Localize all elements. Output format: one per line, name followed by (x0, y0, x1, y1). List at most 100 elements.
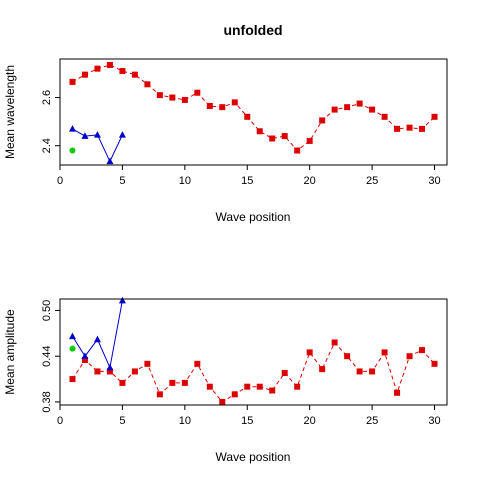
plot-frame-amplitude (59, 298, 448, 406)
data-point-red-wavelength (81, 71, 88, 78)
data-point-red-amplitude (431, 360, 438, 367)
x-axis-label-amplitude: Wave position (216, 450, 291, 464)
data-point-red-amplitude (306, 349, 313, 356)
x-tick-label-wavelength: 5 (119, 175, 125, 187)
series-line-red-amplitude (72, 341, 435, 403)
x-ticks-amplitude: 0 5 10 15 20 25 30 (57, 405, 441, 427)
data-point-red-wavelength (231, 99, 238, 106)
data-point-red-wavelength (169, 94, 176, 101)
y-tick-label-wavelength: 2.6 (41, 90, 53, 105)
data-point-blue-wavelength (118, 131, 126, 138)
data-point-red-amplitude (406, 353, 413, 360)
x-ticks-wavelength: 0 5 10 15 20 25 30 (57, 165, 441, 187)
data-point-green-amplitude (69, 345, 76, 352)
data-point-red-amplitude (419, 347, 426, 354)
data-point-red-wavelength (319, 117, 326, 124)
x-tick-label-amplitude: 0 (57, 415, 63, 427)
data-point-red-wavelength (344, 104, 351, 111)
y-tick-label-amplitude: 0.44 (41, 345, 53, 366)
data-point-green-wavelength (69, 147, 76, 154)
x-tick-label-wavelength: 30 (428, 175, 440, 187)
data-point-blue-amplitude (81, 352, 89, 359)
data-point-red-wavelength (369, 106, 376, 113)
data-point-red-wavelength (406, 124, 413, 131)
data-point-red-wavelength (119, 68, 126, 75)
data-point-red-wavelength (269, 135, 276, 142)
data-point-blue-wavelength (106, 157, 114, 165)
data-point-red-wavelength (144, 81, 151, 88)
data-point-red-amplitude (331, 339, 338, 346)
data-point-red-wavelength (294, 147, 301, 154)
y-tick-label-wavelength: 2.4 (41, 138, 53, 153)
y-axis-label-amplitude: Mean amplitude (3, 309, 17, 395)
x-axis-label-wavelength: Wave position (216, 210, 291, 224)
plot-frame-wavelength (59, 58, 448, 166)
data-point-blue-wavelength (93, 131, 101, 138)
x-tick-label-amplitude: 5 (119, 415, 125, 427)
data-point-red-wavelength (306, 137, 313, 144)
data-point-red-wavelength (106, 62, 113, 69)
data-point-red-wavelength (419, 125, 426, 132)
data-point-red-wavelength (181, 96, 188, 103)
data-point-blue-amplitude (106, 363, 114, 371)
data-point-red-wavelength (194, 89, 201, 96)
data-point-red-amplitude (156, 391, 163, 398)
data-point-red-wavelength (69, 78, 76, 85)
chart-title: unfolded (223, 22, 282, 38)
data-point-red-wavelength (281, 133, 288, 140)
x-tick-label-wavelength: 0 (57, 175, 63, 187)
data-point-red-amplitude (381, 349, 388, 356)
data-point-blue-wavelength (68, 125, 76, 132)
y-tick-label-amplitude: 0.50 (41, 300, 53, 321)
data-point-red-wavelength (356, 100, 363, 107)
data-point-red-amplitude (269, 387, 276, 394)
data-point-red-wavelength (381, 113, 388, 120)
data-point-red-amplitude (394, 389, 401, 396)
data-point-red-wavelength (394, 125, 401, 132)
data-point-red-amplitude (181, 379, 188, 386)
panel-amplitude: Wave position Mean amplitude 0 5 10 15 20 25 3… (3, 296, 448, 464)
y-tick-label-amplitude: 0.38 (41, 391, 53, 412)
data-point-red-amplitude (294, 383, 301, 390)
data-point-red-amplitude (281, 369, 288, 376)
data-point-red-amplitude (106, 368, 113, 375)
x-tick-label-wavelength: 25 (366, 175, 378, 187)
data-point-blue-amplitude (118, 296, 126, 304)
x-tick-label-amplitude: 15 (241, 415, 253, 427)
data-point-red-amplitude (369, 368, 376, 375)
x-tick-label-amplitude: 25 (366, 415, 378, 427)
panel-wavelength: unfolded Wave position Mean wavelength 0… (3, 22, 448, 224)
series-amplitude (68, 296, 438, 405)
y-axis-label-wavelength: Mean wavelength (3, 65, 17, 159)
data-point-red-amplitude (144, 360, 151, 367)
data-point-red-amplitude (194, 360, 201, 367)
data-point-red-wavelength (244, 113, 251, 120)
data-point-red-amplitude (231, 391, 238, 398)
data-point-red-amplitude (244, 383, 251, 390)
data-point-red-wavelength (131, 71, 138, 78)
data-point-red-amplitude (319, 366, 326, 373)
data-point-red-amplitude (356, 368, 363, 375)
data-point-blue-wavelength (81, 132, 89, 139)
data-point-red-amplitude (119, 379, 126, 386)
data-point-red-amplitude (69, 376, 76, 383)
y-ticks-wavelength: 2.4 2.6 (41, 90, 60, 153)
x-tick-label-wavelength: 20 (304, 175, 316, 187)
data-point-red-wavelength (156, 92, 163, 99)
x-tick-label-wavelength: 10 (179, 175, 191, 187)
x-tick-label-amplitude: 10 (179, 415, 191, 427)
data-point-red-wavelength (219, 104, 226, 111)
data-point-red-amplitude (206, 383, 213, 390)
data-point-red-wavelength (206, 102, 213, 109)
data-point-red-amplitude (81, 357, 88, 364)
data-point-red-wavelength (331, 106, 338, 113)
data-point-red-amplitude (219, 398, 226, 405)
data-point-red-amplitude (344, 353, 351, 360)
y-ticks-amplitude: 0.38 0.44 0.50 (41, 300, 60, 413)
x-tick-label-amplitude: 20 (304, 415, 316, 427)
x-tick-label-wavelength: 15 (241, 175, 253, 187)
data-point-red-wavelength (256, 128, 263, 135)
data-point-red-amplitude (169, 379, 176, 386)
